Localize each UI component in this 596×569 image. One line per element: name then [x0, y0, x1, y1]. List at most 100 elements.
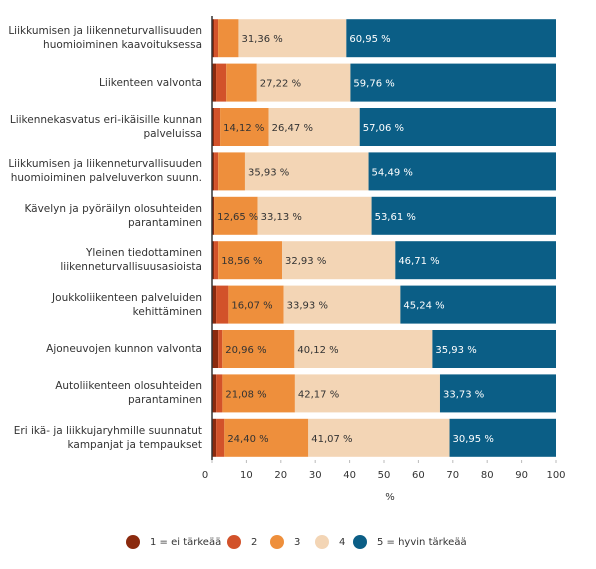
data-label: 46,71 % — [398, 256, 439, 267]
data-label: 60,95 % — [349, 34, 390, 45]
data-label: 42,17 % — [298, 389, 339, 400]
bar-segment — [212, 108, 215, 146]
bar-segment — [212, 152, 215, 191]
data-label: 12,65 % — [217, 212, 258, 223]
category-label: Autoliikenteen olosuhteiden parantaminen — [55, 380, 202, 407]
data-label: 14,12 % — [223, 123, 264, 134]
data-label: 21,08 % — [225, 389, 266, 400]
x-tick-label: 80 — [481, 470, 494, 481]
data-label: 33,73 % — [443, 389, 484, 400]
bar-segment — [294, 330, 433, 368]
data-label: 33,93 % — [287, 301, 328, 312]
legend-label: 4 — [339, 537, 345, 548]
bar-segment — [212, 241, 215, 280]
bar-segment — [212, 330, 219, 368]
bar-segment — [214, 19, 219, 58]
legend-marker — [315, 535, 329, 549]
bar-segment — [226, 63, 257, 102]
legend-marker — [126, 535, 140, 549]
data-label: 35,93 % — [248, 167, 289, 178]
data-label: 30,95 % — [453, 434, 494, 445]
legend-marker — [227, 535, 241, 549]
data-label: 41,07 % — [311, 434, 352, 445]
data-label: 26,47 % — [272, 123, 313, 134]
bar-segment — [268, 108, 360, 146]
category-label: Joukkoliikenteen palveluiden kehittämine… — [52, 291, 202, 318]
legend-label: 1 = ei tärkeää — [150, 537, 221, 548]
bar-segment — [449, 418, 556, 457]
bar-segment — [346, 19, 556, 58]
bar-segment — [400, 285, 556, 324]
bar-segment — [359, 108, 556, 146]
data-label: 32,93 % — [285, 256, 326, 267]
data-label: 57,06 % — [363, 123, 404, 134]
data-label: 24,40 % — [227, 434, 268, 445]
x-tick-label: 40 — [343, 470, 356, 481]
legend-marker — [270, 535, 284, 549]
bar-segment — [220, 108, 269, 146]
bar-segment — [212, 418, 217, 457]
bar-segment — [216, 374, 223, 413]
bar-segment — [395, 241, 556, 280]
data-label: 35,93 % — [435, 345, 476, 356]
bar-segment — [214, 196, 258, 235]
data-label: 16,07 % — [231, 301, 272, 312]
legend-label: 5 = hyvin tärkeää — [377, 537, 467, 548]
bar-segment — [228, 285, 284, 324]
bar-segment — [212, 63, 217, 102]
legend-label: 2 — [251, 537, 257, 548]
bar-segment — [212, 196, 215, 235]
bar-segment — [218, 241, 283, 280]
bar-segment — [218, 19, 239, 58]
bar-segment — [368, 152, 556, 191]
x-tick-label: 50 — [378, 470, 391, 481]
bar-segment — [218, 330, 223, 368]
bar-segment — [257, 196, 372, 235]
x-tick-label: 20 — [274, 470, 287, 481]
data-label: 33,13 % — [261, 212, 302, 223]
bar-segment — [294, 374, 440, 413]
category-label: Yleinen tiedottaminen liikenneturvallisu… — [60, 247, 202, 274]
bar-segment — [222, 374, 295, 413]
bar-segment — [432, 330, 556, 368]
bar-segment — [238, 19, 347, 58]
data-label: 18,56 % — [221, 256, 262, 267]
data-label: 53,61 % — [375, 212, 416, 223]
data-label: 27,22 % — [260, 79, 301, 90]
x-tick-label: 100 — [546, 470, 565, 481]
bar-segment — [283, 285, 401, 324]
bar-segment — [222, 330, 295, 368]
bar-segment — [439, 374, 556, 413]
data-label: 59,76 % — [353, 79, 394, 90]
category-label: Liikenteen valvonta — [99, 76, 202, 89]
bar-segment — [214, 241, 219, 280]
category-label: Liikennekasvatus eri-ikäisille kunnan pa… — [9, 114, 202, 140]
bar-segment — [371, 196, 556, 235]
bar-segment — [218, 152, 245, 191]
bar-segment — [282, 241, 396, 280]
bar-segment — [224, 418, 309, 457]
bar-segment — [308, 418, 450, 457]
x-tick-label: 90 — [515, 470, 528, 481]
data-label: 54,49 % — [372, 167, 413, 178]
x-tick-label: 60 — [412, 470, 425, 481]
category-label: Kävelyn ja pyöräilyn olosuhteiden parant… — [24, 202, 202, 229]
bar-segment — [212, 285, 217, 324]
bar-segment — [256, 63, 351, 102]
x-tick-label: 10 — [240, 470, 253, 481]
x-tick-label: 0 — [202, 470, 208, 481]
category-label: Liikkumisen ja liikenneturvallisuuden hu… — [8, 25, 202, 52]
x-tick-label: 30 — [309, 470, 322, 481]
legend-label: 3 — [294, 537, 300, 548]
data-label: 40,12 % — [297, 345, 338, 356]
x-axis-label: % — [385, 492, 395, 503]
legend-marker — [353, 535, 367, 549]
data-label: 45,24 % — [403, 301, 444, 312]
x-tick-label: 70 — [446, 470, 459, 481]
data-label: 31,36 % — [241, 34, 282, 45]
category-label: Eri ikä- ja liikkujaryhmille suunnatut k… — [13, 424, 202, 451]
bar-segment — [214, 152, 219, 191]
bar-segment — [216, 63, 227, 102]
